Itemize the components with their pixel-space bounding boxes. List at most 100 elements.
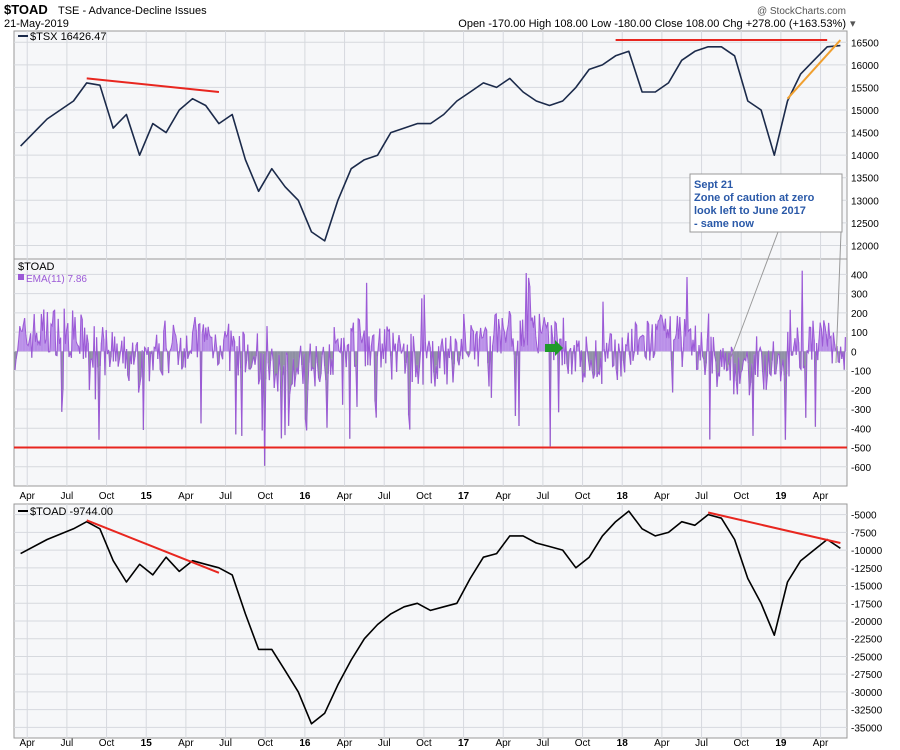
- ema-line: [14, 270, 846, 466]
- x-tick-label: 18: [617, 491, 629, 502]
- y-tick-label: -27500: [851, 670, 883, 681]
- y-tick-label: 0: [851, 347, 857, 358]
- x-tick-label: Oct: [416, 738, 432, 749]
- y-tick-label: 200: [851, 309, 868, 320]
- trendline: [707, 511, 841, 544]
- x-tick-label: Jul: [219, 738, 232, 749]
- x-tick-label: 18: [617, 738, 629, 749]
- ema-area-layer: [14, 270, 847, 466]
- y-tick-label: -20000: [851, 617, 883, 628]
- annotation-box: [689, 173, 843, 233]
- signal-arrow-icon: [545, 340, 563, 356]
- y-tick-label: 12000: [851, 241, 879, 252]
- y-tick-label: -25000: [851, 652, 883, 663]
- x-tick-label: 15: [141, 491, 153, 502]
- x-tick-label: 19: [775, 491, 787, 502]
- annotation-pointer-right: [835, 231, 842, 364]
- x-tick-label: Jul: [219, 491, 232, 502]
- x-tick-label: Apr: [654, 738, 670, 749]
- date-label: 21-May-2019: [4, 18, 69, 30]
- x-tick-label: Oct: [99, 491, 115, 502]
- x-tick-label: 16: [299, 738, 311, 749]
- trendline: [86, 519, 220, 574]
- x-tick-label: Oct: [733, 491, 749, 502]
- y-tick-label: 12500: [851, 219, 879, 230]
- x-tick-label: 19: [775, 738, 787, 749]
- axis-labels: 12000 12500 13000 13500 14000 14500 15000 15500…: [19, 38, 882, 749]
- y-tick-label: -17500: [851, 599, 883, 610]
- y-tick-label: -400: [851, 424, 871, 435]
- y-tick-label: -12500: [851, 564, 883, 575]
- x-tick-label: Apr: [813, 491, 829, 502]
- tsx-panel-title: $TSX 16426.47: [30, 31, 106, 43]
- x-tick-label: Apr: [337, 738, 353, 749]
- y-tick-label: -22500: [851, 635, 883, 646]
- x-tick-label: Oct: [575, 738, 591, 749]
- y-tick-label: -10000: [851, 546, 883, 557]
- settings-icon[interactable]: ▾: [850, 18, 856, 30]
- x-tick-label: Oct: [416, 491, 432, 502]
- x-tick-label: Oct: [257, 738, 273, 749]
- x-tick-label: Apr: [19, 491, 35, 502]
- x-tick-label: 16: [299, 491, 311, 502]
- x-tick-label: Apr: [654, 491, 670, 502]
- y-tick-label: 15000: [851, 106, 879, 117]
- annotation-line-2: Zone of caution at zero: [694, 192, 815, 204]
- ohlc-summary: Open -170.00 High 108.00 Low -180.00 Clo…: [458, 18, 846, 30]
- y-tick-label: 15500: [851, 83, 879, 94]
- trendline: [786, 39, 842, 100]
- y-tick-label: 400: [851, 270, 868, 281]
- x-tick-label: Jul: [536, 491, 549, 502]
- x-tick-label: Jul: [378, 491, 391, 502]
- annotation-line-3: look left to June 2017: [694, 205, 806, 217]
- y-tick-label: 14000: [851, 151, 879, 162]
- y-tick-label: 300: [851, 290, 868, 301]
- x-tick-label: Oct: [575, 491, 591, 502]
- x-tick-label: Jul: [695, 491, 708, 502]
- y-tick-label: 16000: [851, 61, 879, 72]
- toad-panel-title: $TOAD: [18, 261, 55, 273]
- y-tick-label: 14500: [851, 129, 879, 140]
- ema-legend-swatch: [18, 274, 24, 280]
- x-tick-label: Oct: [99, 738, 115, 749]
- x-tick-label: Oct: [733, 738, 749, 749]
- x-tick-label: Apr: [495, 491, 511, 502]
- y-tick-label: -32500: [851, 706, 883, 717]
- x-tick-label: Apr: [19, 738, 35, 749]
- x-tick-label: Jul: [60, 491, 73, 502]
- y-tick-label: -100: [851, 367, 871, 378]
- y-tick-label: -200: [851, 386, 871, 397]
- annotation-line-1: Sept 21: [694, 179, 733, 191]
- x-tick-label: Jul: [536, 738, 549, 749]
- x-tick-label: 15: [141, 738, 153, 749]
- trendline: [86, 77, 220, 93]
- y-tick-label: -5000: [851, 511, 877, 522]
- y-tick-label: 16500: [851, 38, 879, 49]
- series-lines: [20, 44, 841, 725]
- symbol-label: $TOAD: [4, 2, 48, 17]
- x-tick-label: Apr: [178, 738, 194, 749]
- y-tick-label: -35000: [851, 723, 883, 734]
- y-tick-label: -30000: [851, 688, 883, 699]
- y-tick-label: -7500: [851, 528, 877, 539]
- trendlines: [14, 39, 847, 574]
- toad-cum-panel-title: $TOAD -9744.00: [30, 506, 113, 518]
- y-tick-label: 13500: [851, 174, 879, 185]
- watermark: @ StockCharts.com: [757, 6, 846, 17]
- y-tick-label: -600: [851, 463, 871, 474]
- y-tick-label: -15000: [851, 582, 883, 593]
- y-tick-label: 100: [851, 328, 868, 339]
- x-tick-label: Jul: [60, 738, 73, 749]
- tsx-price-line: [20, 44, 841, 242]
- y-tick-label: -500: [851, 444, 871, 455]
- x-tick-label: Oct: [257, 491, 273, 502]
- y-tick-label: 13000: [851, 196, 879, 207]
- annotation-line-4: - same now: [694, 218, 754, 230]
- x-tick-label: Apr: [495, 738, 511, 749]
- x-tick-label: Jul: [695, 738, 708, 749]
- x-tick-label: 17: [458, 491, 470, 502]
- annotation-pointer-left: [726, 231, 779, 369]
- toad-cumulative-line: [20, 510, 841, 725]
- symbol-description: TSE - Advance-Decline Issues: [58, 5, 207, 17]
